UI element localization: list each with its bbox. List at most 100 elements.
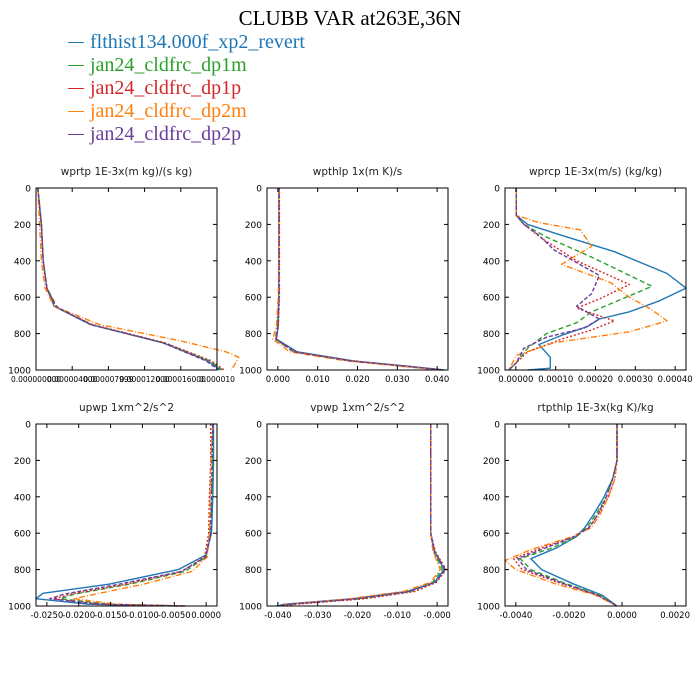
y-tick-label: 0 — [256, 185, 262, 195]
series-line — [272, 188, 441, 371]
legend-label: jan24_cldfrc_dp2p — [90, 123, 242, 145]
series-line — [35, 424, 215, 607]
x-tick-label: 0.00040 — [658, 375, 693, 385]
y-tick-label: 200 — [14, 221, 31, 231]
page-title: CLUBB VAR at263E,36N — [238, 6, 462, 30]
x-tick-label: 0.030 — [385, 375, 409, 385]
series-line — [508, 188, 653, 371]
x-tick-label: 0.00000 — [498, 375, 533, 385]
series-line — [530, 424, 618, 607]
legend-entry: jan24_cldfrc_dp2p — [68, 123, 305, 146]
y-tick-label: 200 — [14, 457, 31, 467]
y-tick-label: 1000 — [477, 603, 500, 613]
x-tick-label: -0.010 — [384, 611, 411, 621]
y-tick-label: 800 — [14, 330, 31, 340]
y-tick-label: 800 — [14, 566, 31, 576]
legend-label: jan24_cldfrc_dp1m — [90, 54, 247, 76]
x-tick-label: 0.000012000 — [120, 375, 170, 384]
y-tick-label: 0 — [256, 421, 262, 431]
y-tick-label: 400 — [14, 257, 31, 267]
x-tick-label: -0.000 — [423, 611, 450, 621]
series-line — [512, 424, 618, 607]
chart-title: wprcp 1E-3x(m/s) (kg/kg) — [529, 166, 662, 178]
plot-frame — [504, 187, 687, 371]
series-line — [276, 424, 445, 607]
x-tick-label: -0.0200 — [62, 611, 95, 621]
legend-label: flthist134.000f_xp2_revert — [90, 31, 305, 53]
y-tick-label: 1000 — [8, 603, 31, 613]
plot-frame — [266, 423, 449, 607]
legend-entry: jan24_cldfrc_dp2m — [68, 100, 305, 123]
x-tick-label: -0.0250 — [30, 611, 63, 621]
y-tick-label: 1000 — [239, 367, 262, 377]
x-tick-label: 0.00020 — [578, 375, 613, 385]
plot-frame — [504, 423, 687, 607]
chart-panel: wpthlp 1x(m K)/s 0 200 400 600 800 1000 0.000 0.… — [239, 166, 449, 385]
y-tick-label: 800 — [483, 566, 500, 576]
series-line — [508, 188, 600, 371]
chart-panel: wprtp 1E-3x(m kg)/(s kg) 0 200 400 600 800 100… — [8, 166, 240, 384]
chart-panel: wprcp 1E-3x(m/s) (kg/kg) 0 200 400 600 800 100… — [477, 166, 693, 385]
x-tick-label: 0.000004000 — [47, 375, 97, 384]
series-line — [508, 188, 631, 371]
series-line — [280, 424, 443, 607]
y-tick-label: 200 — [483, 221, 500, 231]
x-tick-label: 0.020 — [345, 375, 369, 385]
x-tick-label: 0.0000 — [607, 611, 637, 621]
series-line — [284, 424, 447, 607]
x-tick-label: 0.0020 — [660, 611, 690, 621]
legend-line-swatch — [68, 65, 84, 66]
legend-label: jan24_cldfrc_dp2m — [90, 100, 247, 122]
chart-title: vpwp 1xm^2/s^2 — [310, 402, 405, 414]
plot-frame — [35, 423, 218, 607]
y-tick-label: 400 — [245, 493, 262, 503]
legend-entry: jan24_cldfrc_dp1m — [68, 54, 305, 77]
x-tick-label: -0.0150 — [94, 611, 127, 621]
chart-title: wprtp 1E-3x(m kg)/(s kg) — [61, 166, 192, 178]
y-tick-label: 0 — [494, 185, 500, 195]
x-tick-label: -0.030 — [304, 611, 331, 621]
x-tick-label: 0.000016000 — [156, 375, 206, 384]
x-tick-label: -0.020 — [344, 611, 371, 621]
legend-entry: jan24_cldfrc_dp1p — [68, 77, 305, 100]
plot-frame — [35, 187, 218, 371]
y-tick-label: 400 — [483, 257, 500, 267]
x-tick-label: 0.0000 — [191, 611, 221, 621]
series-line — [278, 424, 441, 607]
legend-line-swatch — [68, 134, 84, 135]
chart-title: wpthlp 1x(m K)/s — [313, 166, 403, 178]
y-tick-label: 600 — [483, 294, 500, 304]
series-line — [517, 424, 618, 607]
y-tick-label: 400 — [483, 493, 500, 503]
x-tick-label: -0.0050 — [158, 611, 191, 621]
series-line — [49, 423, 214, 607]
legend-line-swatch — [68, 42, 84, 43]
x-tick-label: 0.040 — [425, 375, 449, 385]
series-line — [37, 187, 222, 371]
x-tick-label: 0.00030 — [618, 375, 653, 385]
plot-frame — [266, 187, 449, 371]
y-tick-label: 600 — [14, 530, 31, 540]
series-line — [37, 187, 240, 371]
y-tick-label: 600 — [245, 294, 262, 304]
x-tick-label: 0.010 — [306, 375, 330, 385]
y-tick-label: 1000 — [239, 603, 262, 613]
series-line — [274, 188, 443, 371]
series-line — [73, 423, 214, 607]
legend: flthist134.000f_xp2_revert jan24_cldfrc_… — [68, 31, 305, 146]
y-tick-label: 800 — [483, 330, 500, 340]
y-tick-label: 0 — [25, 421, 31, 431]
chart-title: upwp 1xm^2/s^2 — [79, 402, 174, 414]
y-tick-label: 400 — [245, 257, 262, 267]
legend-entry: flthist134.000f_xp2_revert — [68, 31, 305, 54]
series-line — [275, 188, 444, 371]
x-tick-label: -0.0020 — [553, 611, 586, 621]
series-line — [37, 187, 220, 371]
y-tick-label: 600 — [245, 530, 262, 540]
y-tick-label: 0 — [494, 421, 500, 431]
legend-label: jan24_cldfrc_dp1p — [90, 77, 242, 99]
y-tick-label: 800 — [245, 330, 262, 340]
chart-panel: rtpthlp 1E-3x(kg K)/kg02004006008001000-… — [477, 402, 690, 621]
